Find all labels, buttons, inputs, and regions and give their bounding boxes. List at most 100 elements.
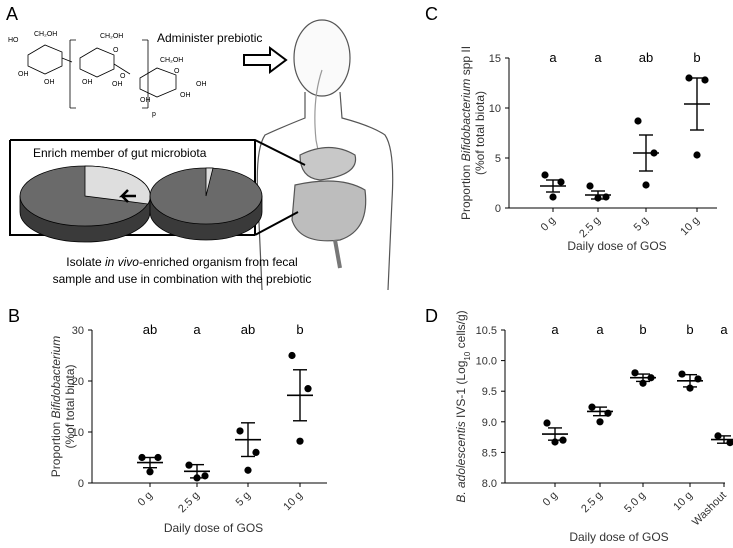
error-bar <box>190 463 204 479</box>
data-point <box>138 453 146 462</box>
data-point <box>236 427 244 435</box>
data-point <box>559 436 567 444</box>
group-letter: a <box>551 322 559 337</box>
y-tick-label: 30 <box>72 325 84 337</box>
y-label-part: IVS-1 (Log <box>454 361 468 422</box>
y-axis-label: Proportion Bifidobacterium spp II <box>459 46 473 220</box>
chem-label: OH <box>196 81 207 88</box>
error-bar <box>546 179 560 193</box>
data-point <box>541 171 549 179</box>
y-axis-label: B. adolescentis IVS-1 (Log10 cells/g) <box>454 310 472 502</box>
error-bar <box>293 369 307 422</box>
data-point <box>549 193 557 201</box>
y-tick-label: 10.0 <box>476 356 497 368</box>
x-tick-label: 0 g <box>541 489 560 508</box>
chem-label: OH <box>140 97 151 104</box>
x-tick-label: 10 g <box>281 489 305 513</box>
y-tick-label: 10.5 <box>476 325 497 337</box>
data-point <box>146 468 154 476</box>
chem-label: p <box>152 111 156 118</box>
data-point <box>185 461 193 469</box>
chem-label: HO <box>8 37 19 44</box>
x-tick-label: 10 g <box>678 214 702 238</box>
x-tick-label: 10 g <box>671 489 695 513</box>
chem-label: OH <box>112 81 123 88</box>
caption-text: -enriched organism from fecal <box>139 255 298 269</box>
x-axis-label: Daily dose of GOS <box>164 521 263 535</box>
error-bar <box>636 373 650 383</box>
y-tick-label: 15 <box>489 53 501 65</box>
data-point <box>154 453 162 462</box>
chem-label: OH <box>18 71 29 78</box>
x-axis-label: Daily dose of GOS <box>569 530 668 544</box>
data-point <box>596 418 604 426</box>
data-point <box>631 369 639 377</box>
chem-label: OH <box>180 92 191 99</box>
group-letter: a <box>193 322 201 337</box>
error-bar <box>717 435 731 444</box>
x-tick-label: 5 g <box>234 489 253 508</box>
group-letter: ab <box>241 322 255 337</box>
y-tick-label: 10 <box>489 103 501 115</box>
y-axis-label: (%of total biota) <box>473 91 487 175</box>
chem-label: O <box>113 47 119 54</box>
y-axis-label: Proportion Bifidobacterium <box>49 336 63 477</box>
caption-text: Isolate <box>66 255 105 269</box>
y-label-part: Bifidobacterium <box>49 336 63 419</box>
x-tick-label: Washout <box>690 489 729 528</box>
y-tick-label: 0 <box>78 478 84 490</box>
x-tick-label: 2.5 g <box>579 489 605 515</box>
x-tick-label: 5 g <box>632 214 651 233</box>
chem-label: CH₂OH <box>160 57 183 64</box>
y-label-part: Proportion <box>49 419 63 478</box>
data-point <box>685 74 693 82</box>
group-letter: ab <box>639 50 653 65</box>
group-letter: a <box>720 322 728 337</box>
y-tick-label: 9.0 <box>482 417 497 429</box>
panel-a: A Administer prebiotic Enrich member of … <box>6 4 394 291</box>
data-point <box>543 419 551 427</box>
error-bar <box>241 422 255 458</box>
panel-label: D <box>425 306 438 326</box>
data-point <box>288 351 296 360</box>
x-axis-label: Daily dose of GOS <box>567 239 666 253</box>
data-point <box>304 385 312 393</box>
group-letter: ab <box>143 322 157 337</box>
data-point <box>678 370 686 378</box>
error-bar <box>548 427 562 441</box>
group-letter: b <box>693 50 700 65</box>
y-tick-label: 10 <box>72 427 84 439</box>
pie-illustration <box>19 165 263 243</box>
data-point <box>586 182 594 190</box>
error-bar <box>593 406 607 417</box>
x-tick-label: 0 g <box>539 214 558 233</box>
chem-label: O <box>120 73 126 80</box>
arrow <box>243 46 288 74</box>
molecule <box>27 39 177 109</box>
chem-label: CH₂OH <box>100 33 123 40</box>
y-label-part: B. adolescentis <box>454 421 468 502</box>
data-point <box>642 181 650 189</box>
group-letter: b <box>296 322 303 337</box>
data-point <box>634 117 642 125</box>
error-bar <box>143 456 157 469</box>
y-tick-label: 9.5 <box>482 386 497 398</box>
data-point <box>693 151 701 159</box>
y-label-part: Bifidobacterium <box>459 79 473 162</box>
error-bar <box>639 134 653 172</box>
y-label-part: Proportion <box>459 161 473 220</box>
y-label-part: cells/g) <box>454 310 468 351</box>
x-tick-label: 5.0 g <box>622 489 648 515</box>
box-label: Enrich member of gut microbiota <box>33 146 207 160</box>
group-letter: a <box>596 322 604 337</box>
data-point <box>296 437 304 445</box>
error-bar <box>683 373 697 388</box>
y-tick-label: 5 <box>495 153 501 165</box>
x-tick-label: 0 g <box>136 489 155 508</box>
chem-label: OH <box>44 79 55 86</box>
data-point <box>252 448 260 456</box>
group-letter: a <box>594 50 602 65</box>
arrow-label: Administer prebiotic <box>157 31 262 45</box>
